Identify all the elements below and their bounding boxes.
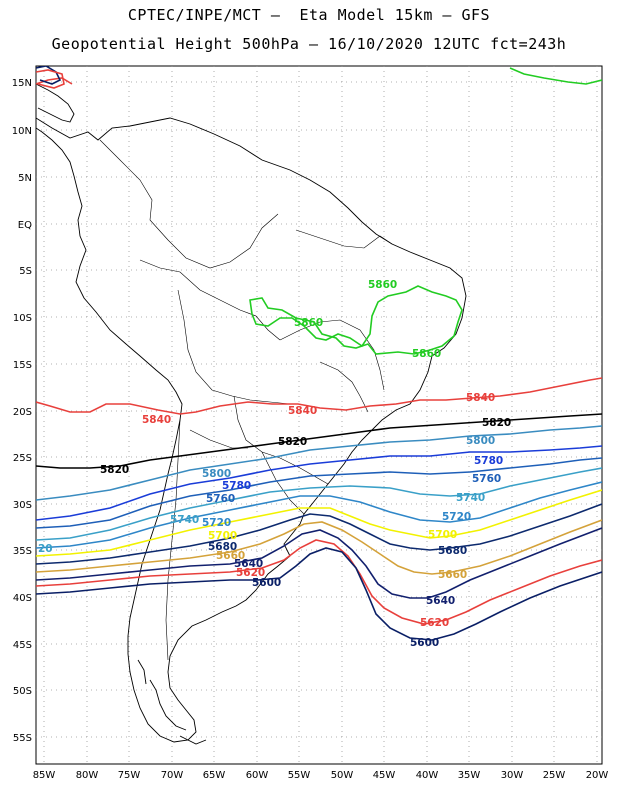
label-5620-b: 5620 (420, 617, 449, 629)
label-5640-a: 5640 (234, 558, 263, 570)
title-line-1: CPTEC/INPE/MCT – Eta Model 15km – GFS (127, 6, 491, 24)
label-5660-b: 5660 (438, 569, 467, 581)
contour-5600 (36, 547, 602, 641)
label-5600-b: 5600 (410, 637, 439, 649)
label-5780-a: 5780 (222, 480, 251, 492)
contour-lines (36, 66, 602, 641)
label-20: 20 (38, 543, 53, 555)
contour-5680 (36, 503, 602, 565)
central-america-coastline (36, 83, 75, 123)
lon-tick-label: 35W (458, 770, 481, 781)
contour-5860-b (509, 67, 602, 85)
lon-tick-label: 45W (373, 770, 396, 781)
label-5840-b: 5840 (288, 405, 317, 417)
lat-tick-label: 55S (13, 733, 32, 744)
lon-tick-label: 65W (203, 770, 226, 781)
lat-tick-label: 15S (13, 360, 32, 371)
label-5820-b: 5820 (278, 436, 307, 448)
lat-tick-label: 10S (13, 313, 32, 324)
contour-5640 (36, 527, 602, 599)
label-5840-a: 5840 (142, 414, 171, 426)
lon-tick-label: 25W (543, 770, 566, 781)
lat-tick-label: 5S (19, 266, 32, 277)
coastlines (36, 83, 467, 745)
label-5800-a: 5800 (202, 468, 231, 480)
label-5640-b: 5640 (426, 595, 455, 607)
label-5620-a: 5620 (236, 567, 265, 579)
lon-tick-label: 60W (246, 770, 269, 781)
lon-tick-label: 70W (161, 770, 184, 781)
lat-tick-label: 5N (18, 173, 32, 184)
map-frame (35, 65, 603, 765)
lat-tick-label: 10N (12, 126, 32, 137)
label-5860-c: 5860 (412, 348, 441, 360)
label-5820-c: 5820 (482, 417, 511, 429)
label-5860-b: 5860 (368, 279, 397, 291)
label-5600-a: 5600 (252, 577, 281, 589)
label-5740-a: 5740 (170, 514, 199, 526)
contour-5600-north (36, 66, 62, 85)
label-5700-a: 5700 (208, 530, 237, 542)
lon-tick-label: 30W (501, 770, 524, 781)
label-5720-a: 5720 (202, 517, 231, 529)
contour-5840-b (36, 77, 73, 85)
lon-tick-label: 40W (416, 770, 439, 781)
contour-labels: 5860 5860 5860 5840 5840 5840 5820 5820 … (38, 279, 511, 649)
label-5660-a: 5660 (216, 550, 245, 562)
contour-5740 (36, 467, 602, 541)
label-5680-b: 5680 (438, 545, 467, 557)
lon-tick-label: 75W (118, 770, 141, 781)
lat-tick-label: 20S (13, 407, 32, 418)
contour-5820 (36, 413, 602, 469)
contour-5860-a (249, 285, 463, 355)
label-5800-b: 5800 (466, 435, 495, 447)
lon-tick-label: 85W (33, 770, 56, 781)
label-5860-a: 5860 (294, 317, 323, 329)
lat-tick-label: 50S (13, 686, 32, 697)
longitude-labels: 85W 80W 75W 70W 65W 60W 55W 50W 45W 40W 35W 30W 25W 2… (33, 770, 609, 781)
label-5700-b: 5700 (428, 529, 457, 541)
lon-tick-label: 20W (586, 770, 609, 781)
lon-tick-label: 80W (76, 770, 99, 781)
contour-5780 (36, 445, 602, 521)
label-5780-b: 5780 (474, 455, 503, 467)
label-5720-b: 5720 (442, 511, 471, 523)
contour-5760 (36, 457, 602, 529)
contour-5660 (36, 519, 602, 575)
title-line-2: Geopotential Height 500hPa – 16/10/2020 … (51, 35, 567, 53)
lat-tick-label: 30S (13, 500, 32, 511)
lat-tick-label: 35S (13, 546, 32, 557)
label-5740-b: 5740 (456, 492, 485, 504)
lat-tick-label: 40S (13, 593, 32, 604)
lon-tick-label: 50W (331, 770, 354, 781)
lat-tick-label: EQ (18, 220, 32, 231)
contour-5620-north (36, 69, 65, 89)
label-5760-a: 5760 (206, 493, 235, 505)
contour-5800 (36, 425, 602, 501)
lat-tick-label: 25S (13, 453, 32, 464)
south-america-coastline (36, 117, 467, 743)
lat-tick-label: 45S (13, 640, 32, 651)
lon-tick-label: 55W (288, 770, 311, 781)
label-5760-b: 5760 (472, 473, 501, 485)
label-5820-a: 5820 (100, 464, 129, 476)
latitude-labels: 15N 10N 5N EQ 5S 10S 15S 20S 25S 30S 35S 40S 45S 50S 5… (12, 78, 32, 744)
southern-islands (137, 659, 207, 745)
contour-5720 (36, 481, 602, 549)
label-5840-c: 5840 (466, 392, 495, 404)
label-5680-a: 5680 (208, 541, 237, 553)
contour-5840-a (36, 377, 602, 415)
contour-5700 (36, 489, 602, 557)
lat-tick-label: 15N (12, 78, 32, 89)
